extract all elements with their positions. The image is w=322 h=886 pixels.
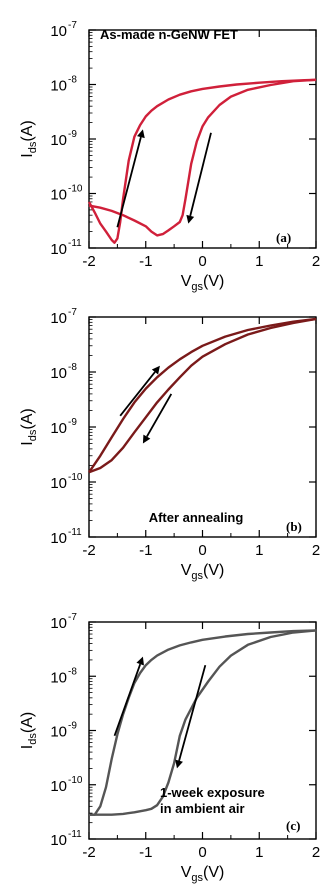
x-tick-label: 1 [255,253,263,270]
sweep-down-arrow [142,393,173,444]
y-tick-exponent: -11 [68,829,82,840]
y-tick-exponent: -8 [68,666,77,677]
y-tick-label: 10 [50,530,67,547]
panel-title: After annealing [149,510,244,525]
y-axis-label: Ids(A) [19,120,39,157]
x-tick-label: -2 [82,542,95,559]
y-tick-exponent: -7 [68,612,77,623]
x-tick-label: -1 [139,844,152,861]
y-tick-label: 10 [50,475,67,492]
panel-tag: (c) [286,818,300,833]
y-tick-label: 10 [50,778,67,795]
y-tick-label: 10 [50,241,67,258]
y-tick-label: 10 [50,310,67,327]
y-axis-label: Ids(A) [19,712,39,749]
x-tick-label: -1 [139,253,152,270]
y-tick-exponent: -9 [68,721,77,732]
x-tick-label: 0 [198,844,206,861]
sweep-up-arrow [113,656,144,737]
y-tick-exponent: -7 [68,307,77,318]
y-tick-exponent: -11 [68,238,82,249]
y-tick-label: 10 [50,420,67,437]
sweep-down-arrow [186,132,212,224]
x-tick-label: 1 [255,542,263,559]
y-tick-label: 10 [50,23,67,40]
y-tick-label: 10 [50,832,67,849]
y-tick-exponent: -8 [68,75,77,86]
forward-sweep-curve [87,78,317,244]
y-tick-exponent: -7 [68,20,77,31]
panel-tag: (a) [276,230,291,245]
x-tick-label: 2 [312,844,320,861]
panel-tag: (b) [286,519,302,534]
x-tick-label: -2 [82,844,95,861]
y-tick-label: 10 [50,132,67,149]
panel-title: As-made n-GeNW FET [100,27,238,42]
forward-sweep-curve [88,317,317,473]
sweep-down-arrow [175,664,207,769]
y-tick-exponent: -9 [68,129,77,140]
x-tick-label: 0 [198,542,206,559]
sweep-up-arrow [119,365,160,417]
y-tick-exponent: -9 [68,417,77,428]
x-tick-label: 1 [255,844,263,861]
y-tick-label: 10 [50,724,67,741]
x-axis-label: Vgs(V) [181,864,225,884]
y-tick-label: 10 [50,365,67,382]
plot-frame [88,316,317,538]
reverse-sweep-curve [88,78,317,237]
panel-title: 1-week exposure in ambient air [160,785,265,816]
forward-sweep-curve [89,629,317,816]
x-tick-label: 2 [312,253,320,270]
y-tick-exponent: -8 [68,362,77,373]
x-axis-label: Vgs(V) [181,273,225,293]
x-axis-label: Vgs(V) [181,562,225,582]
x-tick-label: 0 [198,253,206,270]
y-tick-exponent: -10 [68,775,83,786]
y-tick-label: 10 [50,187,67,204]
x-tick-label: 2 [312,542,320,559]
y-tick-exponent: -10 [68,472,83,483]
x-tick-label: -1 [139,542,152,559]
y-axis-label: Ids(A) [19,408,39,445]
y-tick-label: 10 [50,669,67,686]
y-tick-exponent: -11 [68,527,82,538]
sweep-up-arrow [116,129,145,228]
x-tick-label: -2 [82,253,95,270]
y-tick-exponent: -10 [68,184,83,195]
reverse-sweep-curve [88,317,317,474]
y-tick-label: 10 [50,78,67,95]
y-tick-label: 10 [50,615,67,632]
reverse-sweep-curve [89,629,317,816]
